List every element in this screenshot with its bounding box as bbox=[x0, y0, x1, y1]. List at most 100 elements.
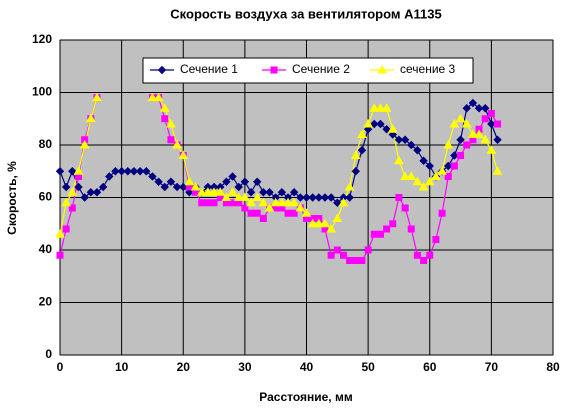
marker bbox=[387, 124, 398, 133]
marker bbox=[161, 115, 169, 123]
marker bbox=[73, 166, 84, 175]
marker bbox=[308, 193, 317, 202]
marker bbox=[307, 218, 318, 228]
marker bbox=[481, 115, 489, 123]
marker bbox=[395, 194, 403, 201]
marker bbox=[326, 223, 337, 233]
marker bbox=[376, 119, 385, 129]
marker bbox=[147, 92, 158, 102]
marker bbox=[204, 199, 212, 207]
marker bbox=[295, 202, 306, 212]
marker bbox=[313, 218, 324, 228]
marker bbox=[167, 136, 175, 144]
marker bbox=[412, 176, 423, 186]
y-tick-label: 20 bbox=[39, 295, 53, 309]
marker bbox=[129, 167, 139, 176]
marker bbox=[80, 193, 89, 202]
marker bbox=[301, 208, 312, 217]
marker bbox=[203, 187, 213, 196]
marker bbox=[327, 251, 335, 259]
marker bbox=[344, 181, 355, 191]
marker bbox=[326, 193, 336, 202]
marker bbox=[413, 146, 422, 155]
marker bbox=[68, 167, 77, 176]
marker bbox=[252, 192, 263, 201]
marker bbox=[265, 188, 274, 197]
marker bbox=[474, 104, 484, 113]
y-tick-label: 40 bbox=[39, 242, 53, 256]
marker bbox=[400, 135, 410, 144]
x-tick-label: 30 bbox=[238, 360, 252, 374]
marker bbox=[270, 197, 281, 207]
marker bbox=[350, 150, 361, 159]
y-axis-label: Скорость, % bbox=[5, 161, 19, 235]
marker bbox=[178, 150, 189, 159]
marker bbox=[160, 182, 169, 192]
marker bbox=[487, 119, 496, 129]
marker bbox=[351, 167, 361, 176]
marker bbox=[153, 92, 164, 102]
marker bbox=[258, 197, 269, 207]
marker bbox=[111, 167, 120, 176]
marker bbox=[486, 145, 497, 154]
marker bbox=[463, 141, 471, 149]
marker bbox=[98, 182, 108, 192]
marker bbox=[426, 251, 434, 259]
marker bbox=[369, 103, 380, 112]
marker bbox=[62, 225, 70, 233]
x-tick-label: 0 bbox=[57, 360, 64, 374]
marker bbox=[370, 230, 378, 238]
marker bbox=[240, 192, 250, 201]
marker bbox=[86, 188, 96, 197]
marker bbox=[444, 173, 452, 180]
marker bbox=[407, 225, 415, 233]
marker bbox=[215, 187, 226, 196]
marker bbox=[333, 246, 341, 254]
marker bbox=[289, 197, 300, 207]
marker bbox=[339, 251, 347, 259]
marker bbox=[198, 199, 206, 207]
marker bbox=[172, 182, 182, 192]
marker bbox=[456, 135, 465, 144]
marker bbox=[406, 171, 417, 180]
marker bbox=[289, 188, 299, 197]
marker bbox=[61, 182, 71, 192]
marker bbox=[228, 172, 237, 181]
marker bbox=[240, 177, 250, 186]
y-tick-label: 80 bbox=[39, 137, 53, 151]
marker bbox=[123, 167, 132, 176]
marker bbox=[457, 152, 465, 159]
marker bbox=[92, 188, 102, 197]
marker bbox=[413, 251, 421, 259]
marker bbox=[68, 204, 76, 212]
marker bbox=[233, 192, 244, 201]
marker bbox=[92, 92, 102, 102]
marker bbox=[61, 197, 72, 207]
marker bbox=[290, 209, 298, 217]
marker bbox=[184, 176, 195, 186]
marker bbox=[450, 162, 458, 170]
marker bbox=[357, 146, 367, 155]
marker bbox=[247, 209, 255, 217]
marker bbox=[190, 181, 201, 191]
marker bbox=[389, 220, 397, 228]
marker bbox=[420, 257, 428, 264]
marker bbox=[105, 172, 114, 181]
marker bbox=[117, 167, 126, 176]
marker bbox=[437, 166, 447, 175]
marker bbox=[425, 161, 434, 171]
marker bbox=[345, 193, 354, 202]
marker bbox=[246, 197, 256, 207]
marker bbox=[135, 167, 145, 176]
y-tick-label: 100 bbox=[32, 85, 52, 99]
marker bbox=[468, 98, 478, 108]
marker bbox=[487, 110, 495, 117]
marker bbox=[438, 209, 446, 217]
marker bbox=[424, 176, 435, 186]
marker bbox=[154, 177, 163, 186]
marker bbox=[383, 225, 391, 233]
marker bbox=[74, 182, 83, 192]
y-tick-label: 120 bbox=[32, 32, 52, 46]
legend: Сечение 1 Сечение 2 сечение 3 bbox=[142, 57, 474, 84]
